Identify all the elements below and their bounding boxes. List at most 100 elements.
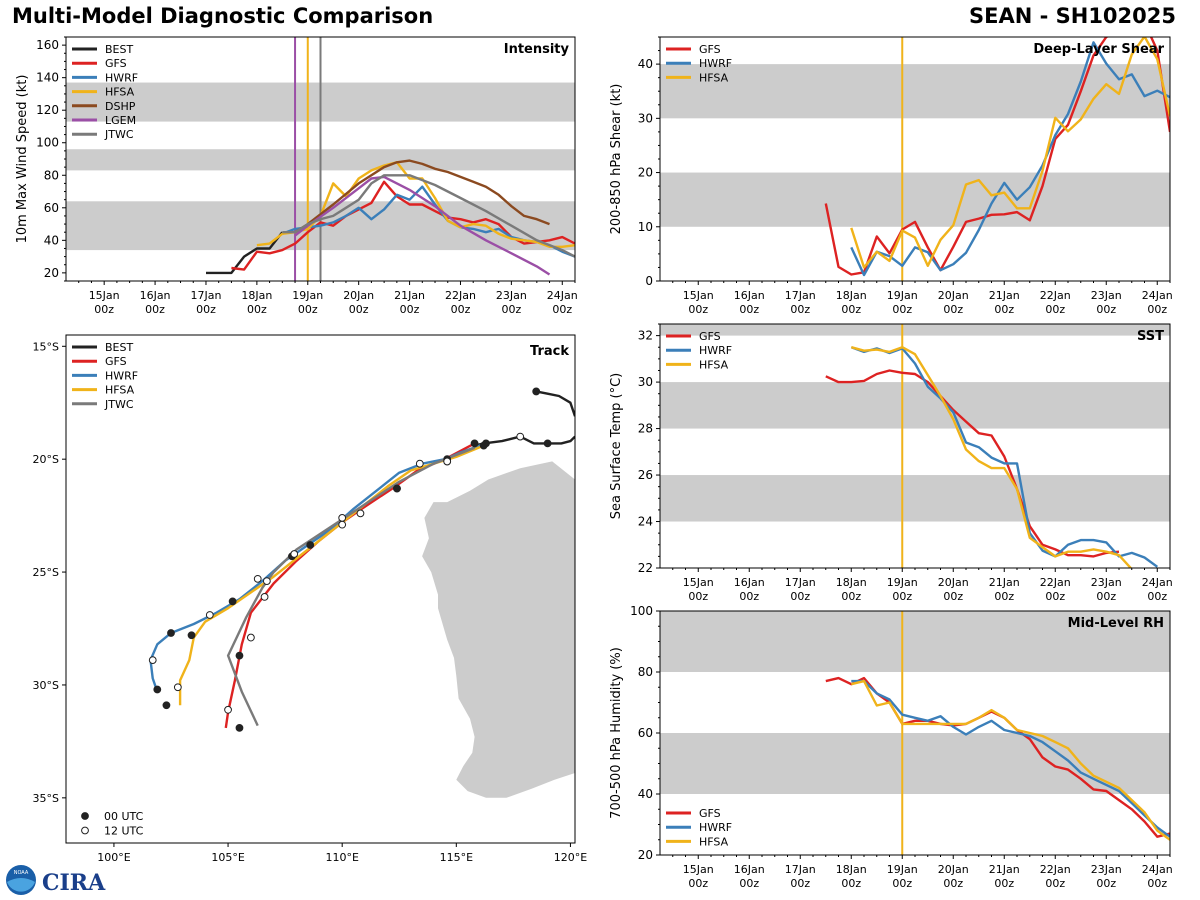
track-marker-00utc bbox=[532, 387, 541, 396]
y-tick-label: 160 bbox=[36, 38, 59, 52]
logo: NOAA CIRA bbox=[6, 865, 106, 896]
x-tick-label: 16Jan 00z bbox=[734, 289, 765, 316]
legend-label-hfsa: HFSA bbox=[699, 835, 729, 848]
x-tick-date: 15Jan bbox=[683, 863, 714, 876]
x-tick-label: 15Jan 00z bbox=[683, 289, 714, 316]
x-tick-date: 19Jan bbox=[887, 289, 918, 302]
x-tick-date: 20Jan bbox=[938, 576, 969, 589]
y-tick-label: 24 bbox=[638, 515, 653, 529]
x-tick-date: 19Jan bbox=[887, 863, 918, 876]
marker-legend-label: 12 UTC bbox=[104, 825, 144, 838]
legend-label-jtwc: JTWC bbox=[104, 398, 134, 411]
series-line-dshp bbox=[294, 159, 550, 234]
track-line-jtwc bbox=[226, 446, 476, 727]
x-tick-date: 17Jan bbox=[785, 863, 816, 876]
y-tick-label: 20 bbox=[44, 266, 59, 280]
x-tick-hour: 00z bbox=[501, 303, 521, 316]
x-tick-label: 24Jan 00z bbox=[1142, 863, 1173, 890]
x-tick-label: 19Jan 00z bbox=[887, 289, 918, 316]
track-marker-12utc bbox=[415, 459, 424, 468]
track-marker-12utc bbox=[246, 633, 255, 642]
y-tick-label: 100 bbox=[630, 604, 653, 618]
marker-legend-label: 00 UTC bbox=[104, 810, 144, 823]
y-tick-label: 35°S bbox=[33, 792, 59, 805]
x-tick-date: 17Jan bbox=[785, 576, 816, 589]
track-marker-12utc bbox=[338, 520, 347, 529]
track-marker-00utc bbox=[167, 629, 175, 637]
track-line-best bbox=[535, 390, 575, 417]
x-tick-date: 22Jan bbox=[445, 289, 476, 302]
x-tick-label: 17Jan 00z bbox=[785, 289, 816, 316]
y-tick-label: 0 bbox=[645, 274, 653, 288]
legend-label-hwrf: HWRF bbox=[699, 344, 732, 357]
x-tick-date: 16Jan bbox=[140, 289, 171, 302]
series-line-hfsa bbox=[850, 37, 1170, 269]
series-line-hfsa bbox=[850, 346, 1133, 568]
figure-title: Multi-Model Diagnostic Comparison bbox=[12, 4, 434, 28]
track-marker-12utc bbox=[356, 509, 365, 518]
x-tick-hour: 00z bbox=[145, 303, 165, 316]
track-line-hfsa bbox=[178, 444, 485, 706]
x-tick-hour: 00z bbox=[943, 877, 963, 890]
shade-band bbox=[660, 611, 1170, 672]
legend-label-hwrf: HWRF bbox=[105, 71, 138, 84]
x-tick-hour: 00z bbox=[688, 590, 708, 603]
x-tick-label: 110°E bbox=[325, 851, 358, 864]
x-tick-label: 18Jan 00z bbox=[836, 863, 867, 890]
x-tick-hour: 00z bbox=[892, 877, 912, 890]
x-tick-label: 18Jan 00z bbox=[241, 289, 272, 316]
track-marker-00utc bbox=[187, 631, 196, 640]
x-tick-label: 17Jan 00z bbox=[785, 576, 816, 603]
marker-legend-symbol bbox=[81, 812, 89, 820]
track-map-area bbox=[148, 387, 575, 798]
y-tick-label: 32 bbox=[638, 329, 653, 343]
x-tick-hour: 00z bbox=[349, 303, 369, 316]
x-tick-hour: 00z bbox=[1147, 590, 1167, 603]
y-tick-label: 40 bbox=[638, 57, 653, 71]
track-marker-00utc bbox=[470, 439, 479, 448]
x-tick-date: 16Jan bbox=[734, 576, 765, 589]
rh-title: Mid-Level RH bbox=[1068, 616, 1164, 631]
track-marker-12utc bbox=[224, 705, 232, 714]
x-tick-label: 15Jan 00z bbox=[683, 576, 714, 603]
sst-frame bbox=[659, 323, 1171, 569]
legend-label-gfs: GFS bbox=[699, 43, 721, 56]
y-tick-label: 28 bbox=[638, 422, 653, 436]
x-tick-label: 17Jan 00z bbox=[785, 863, 816, 890]
shear-plot-area bbox=[660, 37, 1170, 281]
x-tick-date: 21Jan bbox=[989, 576, 1020, 589]
track-marker-12utc bbox=[516, 432, 525, 441]
track-marker-00utc bbox=[479, 441, 488, 450]
x-tick-date: 23Jan bbox=[1091, 289, 1122, 302]
shear-title: Deep-Layer Shear bbox=[1033, 42, 1164, 57]
x-tick-hour: 00z bbox=[943, 590, 963, 603]
x-tick-label: 23Jan 00z bbox=[1091, 289, 1122, 316]
x-tick-hour: 00z bbox=[994, 590, 1014, 603]
legend-label-gfs: GFS bbox=[699, 330, 721, 343]
x-tick-date: 18Jan bbox=[241, 289, 272, 302]
y-tick-label: 100 bbox=[36, 136, 59, 150]
x-tick-hour: 00z bbox=[841, 877, 861, 890]
x-tick-hour: 00z bbox=[298, 303, 318, 316]
x-tick-label: 120°E bbox=[554, 851, 587, 864]
track-marker-12utc bbox=[262, 577, 271, 585]
x-tick-label: 16Jan 00z bbox=[734, 863, 765, 890]
x-tick-hour: 00z bbox=[841, 590, 861, 603]
x-tick-label: 19Jan 00z bbox=[887, 863, 918, 890]
track-marker-12utc bbox=[290, 550, 299, 558]
y-tick-label: 80 bbox=[44, 168, 59, 182]
x-tick-date: 16Jan bbox=[734, 289, 765, 302]
track-marker-12utc bbox=[443, 457, 452, 466]
x-tick-label: 24Jan 00z bbox=[1142, 289, 1173, 316]
track-marker-12utc bbox=[173, 683, 182, 692]
legend-label-best: BEST bbox=[105, 341, 133, 354]
x-tick-hour: 00z bbox=[994, 877, 1014, 890]
noaa-wave-icon bbox=[7, 878, 35, 892]
x-tick-hour: 00z bbox=[688, 877, 708, 890]
x-tick-date: 19Jan bbox=[292, 289, 323, 302]
series-line-lgem bbox=[294, 175, 551, 276]
y-tick-label: 60 bbox=[638, 726, 653, 740]
intensity-title: Intensity bbox=[504, 42, 570, 57]
y-tick-label: 10 bbox=[638, 220, 653, 234]
